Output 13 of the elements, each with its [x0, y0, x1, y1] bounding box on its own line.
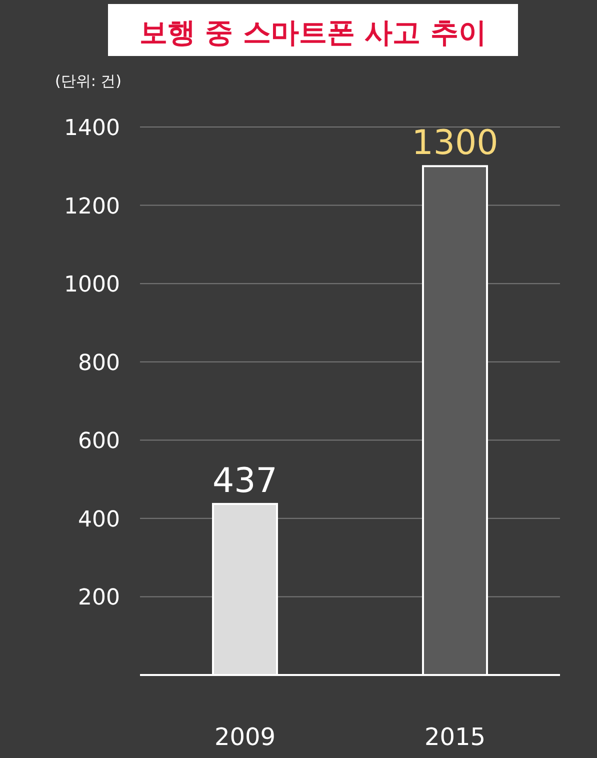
y-tick-label: 1000: [64, 272, 120, 298]
y-tick-label: 200: [78, 586, 120, 611]
data-label: 1300: [412, 123, 498, 164]
y-tick-label: 1200: [64, 194, 120, 220]
y-tick-label: 400: [78, 507, 120, 532]
y-tick-label: 800: [78, 350, 120, 376]
text: (단위: 건): [55, 72, 122, 90]
x-tick-label: 2015: [424, 723, 486, 751]
chart-title: 보행 중 스마트폰 사고 추이: [140, 16, 486, 49]
y-tick-label: 600: [78, 429, 120, 454]
y-tick-label: 1400: [64, 116, 120, 141]
data-label: 437: [212, 460, 278, 501]
x-tick-label: 2009: [214, 723, 276, 751]
